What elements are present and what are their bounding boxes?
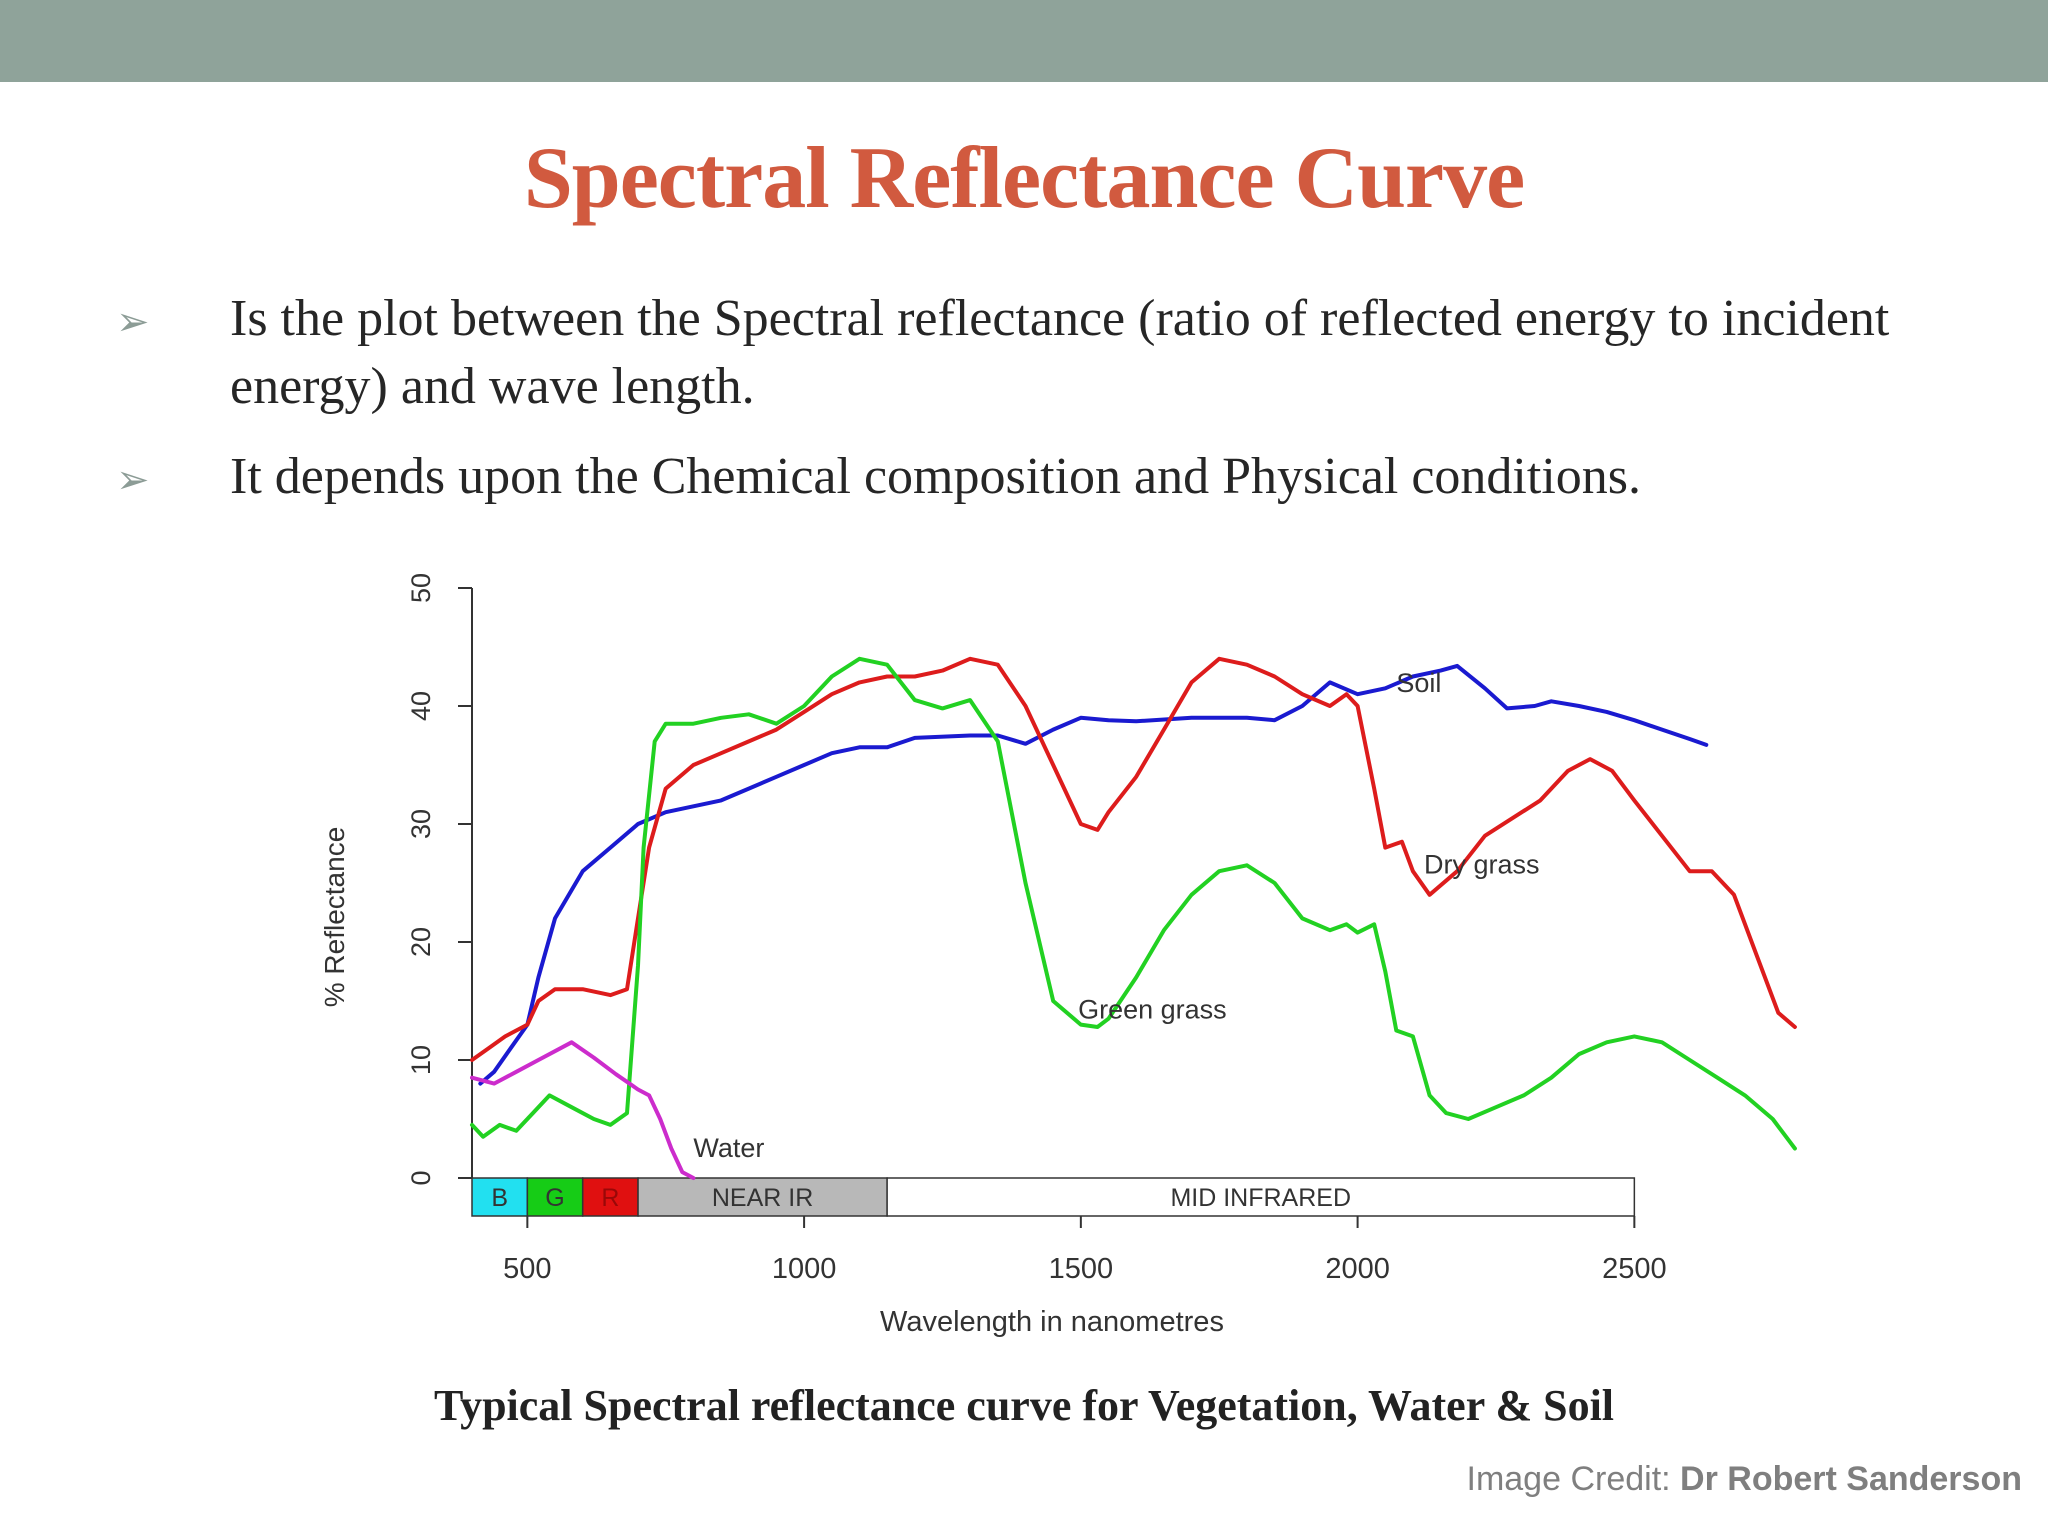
y-tick-label: 10 (406, 1045, 436, 1075)
arrow-bullet-icon: ➢ (116, 299, 150, 345)
series-label: Water (693, 1133, 764, 1163)
band-rect (581, 1177, 639, 1217)
bullet-item: ➢ Is the plot between the Spectral refle… (110, 285, 1990, 421)
band-label: R (601, 1184, 619, 1212)
credit-label: Image Credit: (1466, 1460, 1671, 1498)
x-tick-label: 500 (503, 1253, 551, 1285)
x-tick-label: 2500 (1602, 1253, 1667, 1285)
band-label: MID INFRARED (1170, 1184, 1351, 1212)
slide-title: Spectral Reflectance Curve (523, 130, 1525, 227)
figure-caption: Typical Spectral reflectance curve for V… (433, 1381, 1615, 1430)
bullet-text: It depends upon the Chemical composition… (230, 448, 1642, 505)
x-tick-label: 1500 (1049, 1253, 1114, 1285)
band-rect (526, 1177, 584, 1217)
series-line-dry-grass (470, 656, 1797, 1062)
band-label: G (545, 1184, 564, 1212)
x-tick-label: 1000 (772, 1253, 837, 1285)
band-label: NEAR IR (712, 1184, 813, 1212)
credit-name: Dr Robert Sanderson (1680, 1460, 2022, 1498)
y-tick-label: 20 (406, 927, 436, 957)
header-bar (0, 0, 2048, 82)
y-tick-label: 0 (406, 1170, 436, 1185)
series-line-soil (478, 663, 1709, 1086)
y-axis-label: % Reflectance (319, 827, 350, 1008)
bullet-list: ➢ Is the plot between the Spectral refle… (110, 285, 1990, 533)
series-label: Dry grass (1424, 850, 1540, 880)
bullet-text: Is the plot between the Spectral reflect… (230, 290, 1890, 415)
series-line-green-grass (470, 656, 1797, 1151)
x-axis-label: Wavelength in nanometres (880, 1306, 1224, 1338)
band-rect (637, 1177, 888, 1217)
band-rect (886, 1177, 1636, 1217)
series-label: Soil (1396, 668, 1441, 698)
band-label: B (491, 1184, 508, 1212)
y-tick-label: 30 (406, 809, 436, 839)
series-line-water (470, 1040, 696, 1180)
arrow-bullet-icon: ➢ (116, 457, 150, 503)
x-tick-label: 2000 (1325, 1253, 1390, 1285)
series-label: Green grass (1078, 995, 1227, 1025)
image-credit: Image Credit: Dr Robert Sanderson (1467, 1460, 2023, 1499)
y-tick-label: 50 (406, 573, 436, 603)
band-rect (471, 1177, 529, 1217)
bullet-item: ➢ It depends upon the Chemical compositi… (110, 443, 1990, 511)
y-tick-label: 40 (406, 691, 436, 721)
